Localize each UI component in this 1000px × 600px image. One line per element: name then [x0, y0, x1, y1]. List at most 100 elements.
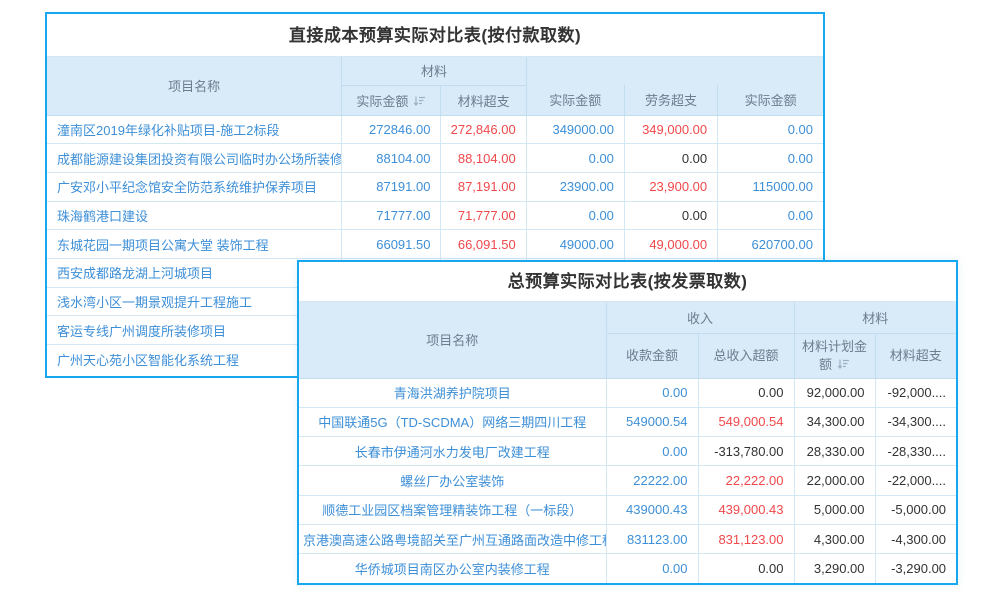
project-name-link[interactable]: 中国联通5G（TD-SCDMA）网络三期四川工程: [299, 407, 606, 438]
amount-cell: 49000.00: [525, 229, 625, 259]
amount-cell: 5,000.00: [793, 495, 876, 525]
amount-cell: 71,777.00: [440, 201, 527, 231]
amount-cell: 49,000.00: [623, 229, 718, 259]
sort-descending-icon[interactable]: [837, 358, 850, 370]
amount-cell: 0.00: [717, 115, 823, 145]
total-budget-table: 项目名称 收入 材料 收款金额 总收入超额 材料计划金额 材料超支 青海洪湖养护…: [299, 302, 957, 584]
column-header-label: 总收入超额: [713, 347, 779, 363]
project-name-link[interactable]: 京港澳高速公路粤境韶关至广州互通路面改造中修工程: [299, 524, 606, 555]
project-name-link[interactable]: 浅水湾小区一期景观提升工程施工: [47, 287, 342, 317]
project-name-link[interactable]: 广安邓小平纪念馆安全防范系统维护保养项目: [47, 172, 342, 202]
amount-cell: -4,300.00: [874, 524, 957, 555]
project-name-link[interactable]: 顺德工业园区档案管理精装饰工程（一标段）: [299, 495, 606, 525]
amount-cell: 549,000.54: [697, 407, 795, 438]
direct-cost-table: 项目名称 材料 实际金额 材料超支 实际金额 劳务超支 实际金额 潼南区2019…: [47, 57, 823, 374]
table-row: 长春市伊通河水力发电厂改建工程 0.00 -313,780.00 28,330.00-…: [299, 436, 957, 467]
amount-cell: 66091.50: [341, 229, 441, 259]
column-header-material-planned-amount[interactable]: 材料计划金额: [793, 333, 876, 379]
amount-cell: 66,091.50: [440, 229, 527, 259]
column-header-receipt-amount[interactable]: 收款金额: [605, 333, 698, 379]
amount-cell: -3,290.00: [874, 553, 957, 584]
project-name-link[interactable]: 长春市伊通河水力发电厂改建工程: [299, 436, 606, 467]
table-row: 广安邓小平纪念馆安全防范系统维护保养项目 87191.00 87,191.00 239…: [47, 172, 823, 202]
table1-title: 直接成本预算实际对比表(按付款取数): [47, 14, 823, 57]
amount-cell: 0.00: [697, 378, 795, 408]
amount-cell: 88104.00: [341, 143, 441, 173]
table-row: 顺德工业园区档案管理精装饰工程（一标段） 439000.43 439,000.43 5…: [299, 495, 957, 525]
group-header-material: 材料: [341, 57, 527, 86]
direct-cost-table-card: 直接成本预算实际对比表(按付款取数) 项目名称 材料 实际金额 材料超支 实际金…: [45, 12, 825, 378]
amount-cell: 0.00: [525, 201, 625, 231]
project-name-link[interactable]: 东城花园一期项目公寓大堂 装饰工程: [47, 229, 342, 259]
column-header-project-name: 项目名称: [47, 57, 342, 116]
project-name-link[interactable]: 西安成都路龙湖上河城项目: [47, 258, 342, 288]
amount-cell: 831,123.00: [697, 524, 795, 555]
amount-cell: 349000.00: [525, 115, 625, 145]
table-row: 螺丝厂办公室装饰 22222.00 22,222.00 22,000.00 -22,00…: [299, 465, 957, 496]
column-header-labor-overspend[interactable]: 劳务超支: [623, 85, 718, 116]
column-header-material-overspend[interactable]: 材料超支: [874, 333, 957, 379]
table-row: 华侨城项目南区办公室内装修工程 0.00 0.00 3,290.00 -3,290.00: [299, 553, 957, 584]
column-header-project-name: 项目名称: [299, 302, 606, 379]
amount-cell: -5,000.00: [874, 495, 957, 525]
amount-cell: 620700.00: [717, 229, 823, 259]
group-header-material: 材料: [793, 302, 957, 334]
table-row: 中国联通5G（TD-SCDMA）网络三期四川工程 549000.54 549,000…: [299, 407, 957, 438]
project-name-link[interactable]: 华侨城项目南区办公室内装修工程: [299, 553, 606, 584]
amount-cell: 0.00: [717, 201, 823, 231]
column-header-actual-amount-3[interactable]: 实际金额: [717, 85, 823, 116]
column-header-label: 实际金额: [356, 93, 409, 109]
amount-cell: 349,000.00: [623, 115, 718, 145]
group-header-empty: [525, 57, 823, 85]
amount-cell: 28,330.00: [793, 436, 876, 467]
project-name-link[interactable]: 成都能源建设集团投资有限公司临时办公场所装修改造: [47, 143, 342, 173]
sort-descending-icon[interactable]: [413, 95, 426, 107]
table-row: 成都能源建设集团投资有限公司临时办公场所装修改造 88104.00 88,104.0…: [47, 143, 823, 173]
amount-cell: -92,000....: [874, 378, 957, 408]
table-row: 京港澳高速公路粤境韶关至广州互通路面改造中修工程 831123.00 831,123…: [299, 524, 957, 555]
group-header-income: 收入: [605, 302, 795, 334]
column-header-label: 材料超支: [889, 347, 942, 363]
amount-cell: 88,104.00: [440, 143, 527, 173]
amount-cell: 0.00: [623, 143, 718, 173]
amount-cell: 4,300.00: [793, 524, 876, 555]
amount-cell: 439,000.43: [697, 495, 795, 525]
amount-cell: 0.00: [717, 143, 823, 173]
amount-cell: 272846.00: [341, 115, 441, 145]
amount-cell: 87,191.00: [440, 172, 527, 202]
amount-cell: 92,000.00: [793, 378, 876, 408]
amount-cell: 0.00: [605, 553, 698, 584]
table-row: 潼南区2019年绿化补贴项目-施工2标段 272846.00 272,846.00 3…: [47, 115, 823, 145]
amount-cell: 71777.00: [341, 201, 441, 231]
amount-cell: -22,000....: [874, 465, 957, 496]
table2-title: 总预算实际对比表(按发票取数): [299, 262, 956, 302]
column-header-total-income-excess[interactable]: 总收入超额: [697, 333, 795, 379]
amount-cell: 23,900.00: [623, 172, 718, 202]
table-row: 珠海鹤港口建设 71777.00 71,777.00 0.00 0.00 0.00: [47, 201, 823, 231]
amount-cell: 22,000.00: [793, 465, 876, 496]
total-budget-table-card: 总预算实际对比表(按发票取数) 项目名称 收入 材料 收款金额 总收入超额 材料…: [297, 260, 958, 585]
amount-cell: 0.00: [605, 436, 698, 467]
amount-cell: 3,290.00: [793, 553, 876, 584]
amount-cell: -28,330....: [874, 436, 957, 467]
amount-cell: 272,846.00: [440, 115, 527, 145]
amount-cell: 549000.54: [605, 407, 698, 438]
project-name-link[interactable]: 珠海鹤港口建设: [47, 201, 342, 231]
project-name-link[interactable]: 青海洪湖养护院项目: [299, 378, 606, 408]
column-header-label: 劳务超支: [645, 93, 698, 109]
project-name-link[interactable]: 广州天心苑小区智能化系统工程: [47, 344, 342, 374]
project-name-link[interactable]: 潼南区2019年绿化补贴项目-施工2标段: [47, 115, 342, 145]
project-name-link[interactable]: 客运专线广州调度所装修项目: [47, 315, 342, 345]
project-name-link[interactable]: 螺丝厂办公室装饰: [299, 465, 606, 496]
amount-cell: 22222.00: [605, 465, 698, 496]
amount-cell: 0.00: [623, 201, 718, 231]
column-header-material-overspend[interactable]: 材料超支: [440, 85, 527, 116]
amount-cell: 0.00: [697, 553, 795, 584]
amount-cell: 87191.00: [341, 172, 441, 202]
column-header-actual-amount-material[interactable]: 实际金额: [341, 85, 441, 116]
amount-cell: -34,300....: [874, 407, 957, 438]
amount-cell: 0.00: [605, 378, 698, 408]
column-header-actual-amount-2[interactable]: 实际金额: [525, 85, 625, 116]
table-row: 东城花园一期项目公寓大堂 装饰工程 66091.50 66,091.50 49000.…: [47, 229, 823, 259]
